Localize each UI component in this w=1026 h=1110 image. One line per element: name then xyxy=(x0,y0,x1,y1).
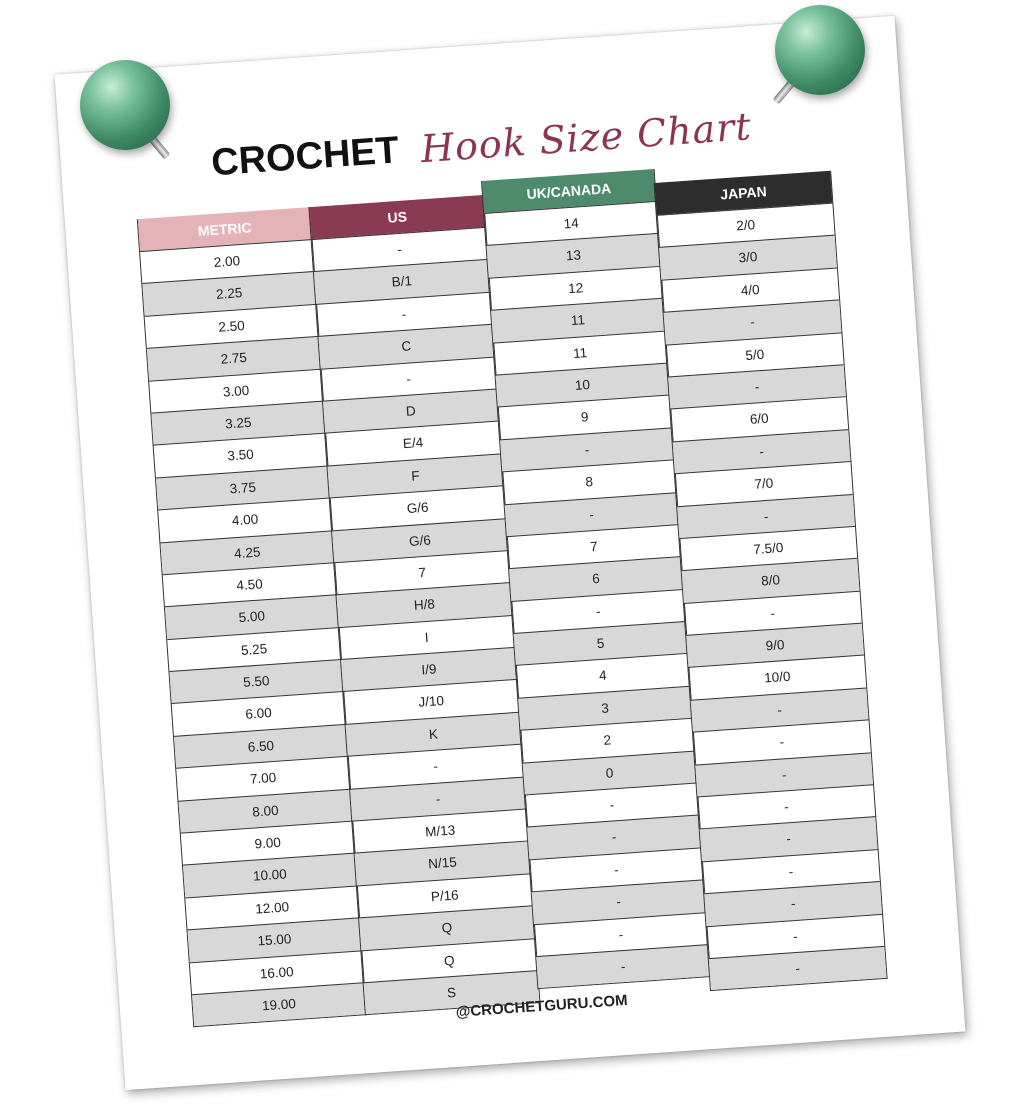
title-main: CROCHET xyxy=(209,129,401,185)
title-script: Hook Size Chart xyxy=(419,104,754,172)
hook-size-chart-sheet: CROCHET Hook Size Chart METRIC 2.00 2.25 2.5… xyxy=(54,15,966,1091)
